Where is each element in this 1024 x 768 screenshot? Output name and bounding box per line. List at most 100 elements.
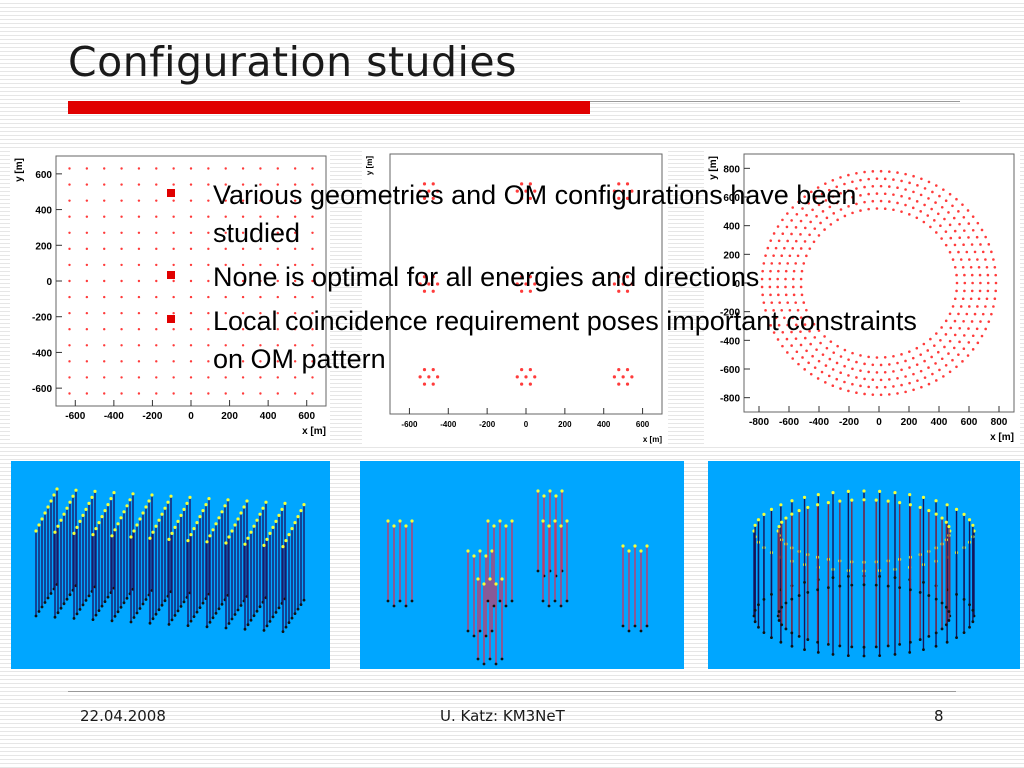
string-point — [766, 246, 770, 250]
string-point — [863, 200, 866, 204]
string-point — [207, 360, 210, 363]
string-top-buoy — [277, 513, 281, 517]
string-point — [777, 293, 780, 297]
string-point — [981, 312, 985, 316]
string-point — [892, 178, 895, 181]
string-top-buoy — [553, 519, 557, 523]
string-top-buoy — [816, 493, 820, 497]
string-point — [958, 236, 962, 240]
string-point — [241, 247, 245, 251]
string-top-buoy — [122, 510, 126, 514]
string-point — [971, 215, 975, 218]
string-anchor — [78, 608, 82, 611]
string-point — [68, 360, 71, 363]
string-point — [930, 207, 933, 211]
string-point — [817, 234, 821, 237]
string-top-buoy — [112, 491, 116, 495]
string-point — [819, 221, 822, 225]
string-point — [760, 285, 764, 289]
string-point — [815, 215, 818, 218]
string-point — [843, 182, 846, 186]
string-anchor — [488, 657, 492, 661]
string-point — [990, 312, 993, 316]
string-point — [963, 334, 966, 337]
string-point — [241, 360, 245, 363]
string-anchor — [790, 644, 794, 648]
string-point — [922, 220, 926, 224]
string-point — [612, 375, 616, 379]
string-point — [904, 375, 907, 378]
string-point — [951, 358, 954, 362]
string-point — [68, 199, 71, 202]
y-tick-label: 400 — [35, 206, 52, 217]
string-anchor — [486, 599, 490, 603]
string-point — [836, 218, 839, 222]
string-point — [794, 323, 798, 327]
string-anchor — [752, 614, 756, 618]
string-point — [189, 328, 193, 331]
string-point — [867, 370, 870, 374]
string-point — [926, 349, 930, 352]
bullet-item: Various geometries and OM configurations… — [160, 176, 920, 252]
string-point — [952, 216, 956, 220]
string-top-buoy — [87, 501, 91, 505]
string-point — [867, 192, 870, 196]
string-anchor — [893, 652, 897, 656]
string-anchor — [224, 626, 228, 630]
string-anchor — [119, 605, 123, 609]
string-point — [908, 181, 911, 185]
string-anchor — [968, 603, 971, 607]
string-point — [120, 231, 123, 234]
string-point — [970, 289, 974, 293]
x-tick-label: -200 — [142, 411, 162, 422]
string-top-buoy — [756, 518, 761, 522]
string-point — [311, 311, 314, 315]
string-point — [796, 254, 800, 258]
string-point — [802, 301, 806, 304]
string-point — [863, 377, 866, 381]
string-anchor — [482, 662, 486, 666]
string-point — [938, 194, 941, 198]
string-point — [431, 275, 435, 279]
string-top-buoy — [56, 524, 60, 528]
string-point — [85, 167, 89, 170]
string-point — [803, 195, 806, 198]
string-point — [103, 263, 106, 267]
string-point — [311, 376, 314, 379]
string-point — [809, 190, 813, 194]
string-top-buoy — [230, 529, 234, 533]
string-point — [68, 167, 71, 170]
string-point — [961, 265, 965, 269]
y-tick-label: -400 — [32, 348, 52, 359]
string-top-buoy — [548, 489, 552, 493]
string-point — [892, 385, 895, 388]
string-anchor — [908, 640, 912, 644]
string-point — [137, 279, 141, 283]
x-tick-label: 400 — [260, 411, 277, 422]
y-axis-label: y [m] — [14, 158, 25, 182]
string-anchor — [252, 614, 256, 618]
string-point — [68, 344, 71, 347]
string-top-buoy — [258, 512, 262, 516]
string-top-buoy — [255, 518, 259, 522]
string-top-buoy — [227, 535, 231, 539]
string-top-buoy — [542, 494, 546, 498]
string-top-buoy — [46, 505, 50, 509]
string-point — [979, 243, 982, 246]
string-point — [959, 258, 963, 261]
string-anchor — [541, 599, 545, 603]
string-point — [875, 207, 879, 210]
string-point — [103, 247, 106, 251]
string-point — [816, 377, 820, 380]
string-top-buoy — [802, 495, 807, 499]
string-point — [85, 344, 89, 347]
string-anchor — [770, 636, 773, 640]
string-point — [940, 205, 944, 209]
string-point — [994, 289, 998, 293]
string-point — [847, 358, 850, 361]
x-tick-label: 0 — [188, 411, 194, 422]
string-point — [883, 207, 887, 211]
string-point — [189, 344, 193, 347]
string-anchor — [281, 630, 285, 633]
string-point — [103, 199, 106, 202]
